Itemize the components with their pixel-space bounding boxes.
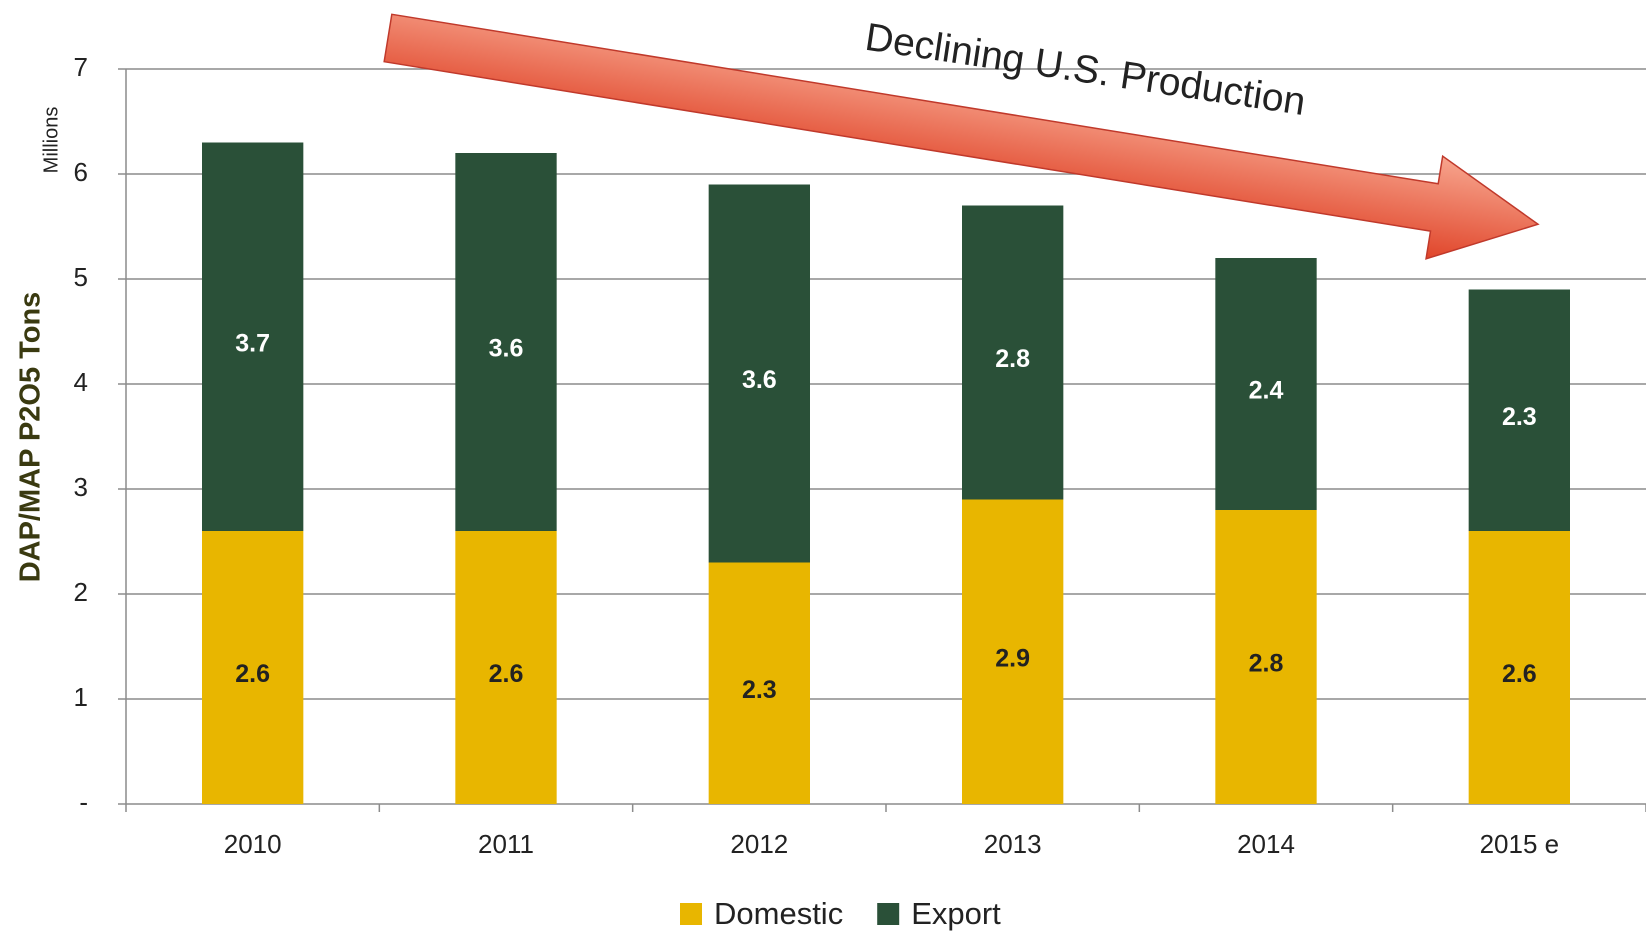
bar-segment [1468, 531, 1570, 804]
data-label: 3.7 [235, 329, 270, 357]
data-label: 2.9 [995, 644, 1030, 672]
legend-label: Export [911, 896, 1001, 931]
bar-segment [1468, 289, 1570, 531]
x-tick-label: 2013 [984, 829, 1042, 859]
data-label: 2.4 [1249, 377, 1284, 405]
data-label: 2.6 [1502, 660, 1537, 688]
bar-segment [962, 499, 1064, 804]
y-tick-label: 5 [74, 262, 88, 292]
y-tick-label: 3 [74, 472, 88, 502]
y-tick-label: - [79, 787, 88, 817]
data-label: 2.6 [235, 660, 270, 688]
x-tick-label: 2010 [224, 829, 282, 859]
y-tick-label: 4 [74, 367, 88, 397]
data-label: 2.8 [995, 345, 1030, 373]
y-tick-label: 7 [74, 52, 88, 82]
legend-swatch [680, 903, 702, 925]
y-tick-label: 2 [74, 577, 88, 607]
x-tick-label: 2012 [730, 829, 788, 859]
data-label: 3.6 [742, 366, 777, 394]
trend-arrow [383, 13, 1540, 260]
y-axis-label: DAP/MAP P2O5 Tons [15, 292, 47, 583]
data-label: 2.3 [742, 676, 777, 704]
bar-segment [455, 531, 557, 804]
bar-segment [708, 562, 810, 804]
bar-segment [202, 142, 304, 531]
arrow-shape [383, 13, 1540, 260]
y-tick-label: 1 [74, 682, 88, 712]
data-label: 2.3 [1502, 403, 1537, 431]
x-tick-label: 2015 e [1480, 829, 1560, 859]
data-label: 2.6 [489, 660, 524, 688]
legend-label: Domestic [714, 896, 843, 931]
y-unit: Millions [40, 107, 62, 174]
bar-segment [1215, 258, 1317, 510]
y-tick-label: 6 [74, 157, 88, 187]
bar-segment [202, 531, 304, 804]
x-tick-label: 2014 [1237, 829, 1295, 859]
x-tick-label: 2011 [478, 829, 534, 859]
bar-segment [962, 205, 1064, 500]
bar-segment [455, 153, 557, 531]
legend-swatch [877, 903, 900, 925]
bar-segment [1215, 510, 1317, 804]
data-label: 3.6 [489, 335, 524, 363]
data-label: 2.8 [1249, 650, 1284, 678]
bar-segment [708, 184, 810, 563]
